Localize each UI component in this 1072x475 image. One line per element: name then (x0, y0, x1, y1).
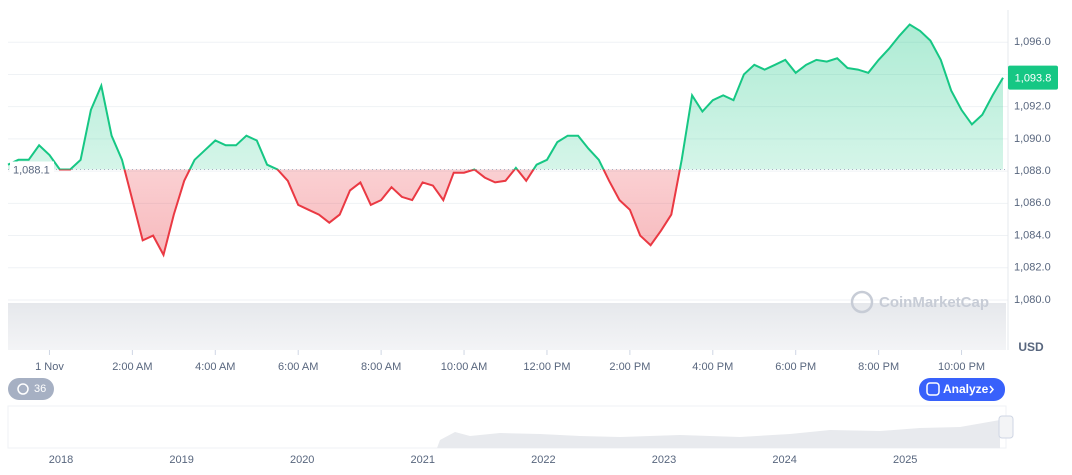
x-tick-label: 10:00 PM (938, 361, 985, 373)
price-line-down (58, 169, 681, 258)
y-tick-label: 1,090.0 (1014, 133, 1051, 145)
navigator-year: 2024 (772, 454, 796, 466)
x-tick-label: 1 Nov (35, 361, 64, 373)
analyze-label: Analyze (943, 382, 989, 396)
y-unit: USD (1018, 340, 1044, 354)
navigator-year: 2021 (411, 454, 435, 466)
watermark-group: CoinMarketCap (850, 290, 989, 314)
navigator-year: 2025 (893, 454, 917, 466)
x-tick-label: 6:00 AM (278, 361, 318, 373)
events-count: 36 (34, 383, 46, 395)
analyze-chevron (989, 385, 994, 394)
price-tag-label: 1,093.8 (1015, 73, 1052, 85)
x-tick-label: 4:00 AM (195, 361, 235, 373)
baseline-label: 1,088.1 (13, 164, 50, 176)
x-tick-label: 2:00 AM (112, 361, 152, 373)
analyze-icon (926, 382, 940, 396)
navigator-year: 2020 (290, 454, 314, 466)
navigator-year: 2022 (531, 454, 555, 466)
navigator-year: 2023 (652, 454, 676, 466)
navigator-year: 2018 (49, 454, 73, 466)
volume-area (8, 303, 1006, 350)
events-icon (17, 383, 29, 395)
x-tick-label: 2:00 PM (609, 361, 650, 373)
y-tick-label: 1,096.0 (1014, 36, 1051, 48)
price-tag (1008, 65, 1058, 90)
price-line-up (7, 23, 1004, 170)
y-tick-label: 1,082.0 (1014, 262, 1051, 274)
navigator-year: 2019 (169, 454, 193, 466)
y-tick-label: 1,086.0 (1014, 197, 1051, 209)
x-tick-label: 6:00 PM (775, 361, 816, 373)
x-tick-label: 8:00 AM (361, 361, 401, 373)
navigator-handle[interactable] (998, 415, 1014, 439)
x-tick-label: 8:00 PM (858, 361, 899, 373)
x-tick-label: 10:00 AM (441, 361, 487, 373)
x-tick-label: 12:00 PM (523, 361, 570, 373)
y-tick-label: 1,088.0 (1014, 165, 1051, 177)
watermark: CoinMarketCap (879, 294, 989, 311)
x-tick-label: 4:00 PM (692, 361, 733, 373)
y-tick-label: 1,084.0 (1014, 229, 1051, 241)
y-tick-label: 1,092.0 (1014, 101, 1051, 113)
analyze-button[interactable] (919, 378, 1005, 401)
navigator-shape (437, 420, 1000, 448)
events-button[interactable] (8, 378, 54, 400)
y-tick-label: 1,080.0 (1014, 294, 1051, 306)
area-up (8, 24, 1003, 170)
baseline-label-bg (10, 161, 54, 178)
watermark-logo (850, 290, 874, 314)
